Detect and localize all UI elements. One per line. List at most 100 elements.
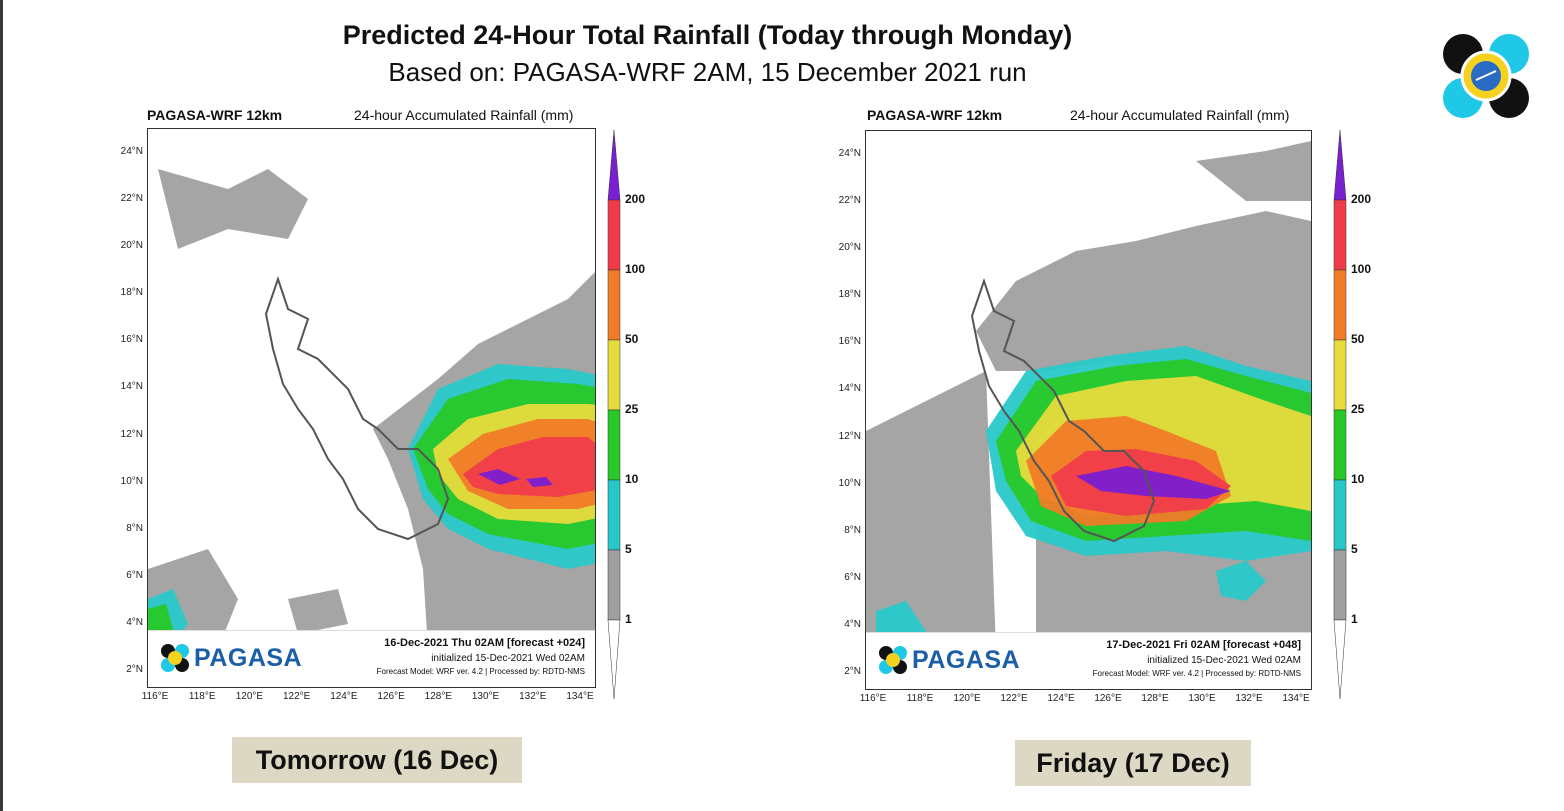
rainfall-colorbar [1333, 129, 1347, 705]
lat-tick-label: 12°N [120, 428, 143, 440]
colorbar-segment-r50-100 [1333, 269, 1347, 341]
lat-tick-label: 20°N [838, 242, 861, 254]
lon-tick-label: 134°E [566, 691, 594, 702]
forecast-map-panel-17-dec: PAGASA-WRF 12km 24-hour Accumulated Rainf… [820, 100, 1371, 720]
lat-tick-label: 6°N [844, 571, 861, 583]
lon-tick-label: 116°E [859, 693, 887, 704]
colorbar-segment-r1-5 [607, 549, 621, 621]
colorbar-segment-r100-200 [607, 199, 621, 271]
rain-area-r1-5 [158, 169, 308, 249]
rain-area-r1-5 [866, 371, 996, 651]
colorbar-level-label: 25 [1351, 402, 1365, 416]
lon-tick-label: 130°E [471, 691, 500, 702]
colorbar-level-label: 200 [1351, 192, 1372, 206]
forecast-valid-time: 16-Dec-2021 Thu 02AM [forecast +024] [384, 637, 585, 649]
init-time: initialized 15-Dec-2021 Wed 02AM [431, 653, 585, 664]
map-info-box: PAGASA 16-Dec-2021 Thu 02AM [forecast +02… [148, 630, 595, 687]
lat-tick-label: 2°N [126, 664, 143, 675]
lon-tick-label: 124°E [1047, 693, 1075, 704]
pagasa-mark-icon [161, 644, 189, 672]
lon-tick-label: 126°E [1094, 693, 1122, 704]
colorbar-under-triangle [1333, 619, 1347, 700]
lat-tick-label: 16°N [120, 334, 143, 346]
colorbar-under-triangle [607, 619, 621, 700]
colorbar-level-label: 100 [625, 262, 646, 276]
lon-tick-label: 126°E [377, 691, 405, 702]
colorbar-level-label: 10 [1351, 472, 1365, 486]
colorbar-segment-r10-25 [607, 409, 621, 481]
colorbar-segment-r5-10 [1333, 479, 1347, 551]
forecast-valid-time: 17-Dec-2021 Fri 02AM [forecast +048] [1106, 639, 1301, 651]
lat-tick-label: 10°N [838, 477, 861, 489]
pagasa-seal-logo [1440, 33, 1532, 119]
colorbar-segment-r25-50 [1333, 339, 1347, 411]
lat-tick-label: 2°N [844, 666, 861, 677]
rain-area-r1-5 [288, 589, 348, 634]
caption-tomorrow: Tomorrow (16 Dec) [232, 737, 522, 783]
colorbar-level-label: 200 [625, 192, 646, 206]
lon-tick-label: 134°E [1282, 693, 1310, 704]
lon-tick-label: 120°E [953, 693, 981, 704]
lat-tick-label: 4°N [844, 618, 861, 630]
lat-tick-label: 4°N [126, 616, 143, 628]
lat-tick-label: 20°N [120, 240, 143, 252]
units-label: 24-hour Accumulated Rainfall (mm) [354, 107, 574, 123]
colorbar-level-label: 1 [625, 612, 632, 626]
lon-tick-label: 128°E [1141, 693, 1169, 704]
model-info: Forecast Model: WRF ver. 4.2 | Processed… [376, 667, 585, 676]
coastline-philippines [264, 275, 450, 541]
rainfall-colorbar [607, 129, 621, 705]
page-subtitle: Based on: PAGASA-WRF 2AM, 15 December 20… [388, 57, 1027, 87]
colorbar-level-label: 50 [625, 332, 639, 346]
lat-tick-label: 22°N [838, 195, 861, 207]
lat-tick-label: 16°N [838, 336, 861, 348]
lon-tick-label: 124°E [330, 691, 358, 702]
units-label: 24-hour Accumulated Rainfall (mm) [1070, 107, 1290, 123]
colorbar-over-triangle [1333, 129, 1347, 201]
lat-tick-label: 6°N [126, 569, 143, 581]
colorbar-level-label: 50 [1351, 332, 1365, 346]
lon-tick-label: 118°E [188, 691, 216, 702]
pagasa-mark-icon [879, 646, 907, 674]
lon-tick-label: 118°E [906, 693, 934, 704]
pagasa-brand: PAGASA [878, 643, 1020, 677]
pagasa-brand-text: PAGASA [912, 645, 1021, 674]
lat-tick-label: 18°N [838, 289, 861, 301]
colorbar-level-label: 1 [1351, 612, 1358, 626]
init-time: initialized 15-Dec-2021 Wed 02AM [1147, 655, 1301, 666]
caption-friday: Friday (17 Dec) [1015, 740, 1251, 786]
rain-area-r1-5 [1196, 141, 1311, 201]
page-title: Predicted 24-Hour Total Rainfall (Today … [342, 20, 1073, 50]
forecast-map-panel-16-dec: PAGASA-WRF 12km 24-hour Accumulated Rainf… [100, 100, 645, 720]
lat-tick-label: 8°N [126, 522, 143, 534]
lon-tick-label: 132°E [1235, 693, 1263, 704]
lat-tick-label: 18°N [120, 287, 143, 299]
lon-tick-label: 128°E [424, 691, 452, 702]
rain-area-over [526, 477, 553, 487]
pagasa-brand-text: PAGASA [194, 643, 303, 672]
lon-tick-label: 116°E [141, 691, 169, 702]
model-name-label: PAGASA-WRF 12km [147, 107, 283, 123]
colorbar-segment-r10-25 [1333, 409, 1347, 481]
colorbar-level-label: 5 [1351, 542, 1358, 556]
lat-tick-label: 22°N [120, 193, 143, 205]
colorbar-segment-r25-50 [607, 339, 621, 411]
window-left-border [0, 0, 3, 811]
lon-tick-label: 130°E [1188, 693, 1216, 704]
map-info-box: PAGASA 17-Dec-2021 Fri 02AM [forecast +04… [866, 632, 1311, 689]
lat-tick-label: 24°N [120, 146, 143, 157]
lon-tick-label: 122°E [282, 691, 311, 702]
lat-tick-label: 14°N [838, 383, 861, 395]
colorbar-segment-r5-10 [607, 479, 621, 551]
model-info: Forecast Model: WRF ver. 4.2 | Processed… [1092, 669, 1301, 678]
colorbar-level-label: 25 [625, 402, 639, 416]
rainfall-map: PAGASA 17-Dec-2021 Fri 02AM [forecast +04… [865, 130, 1312, 690]
colorbar-level-label: 100 [1351, 262, 1372, 276]
rain-area-r5-10 [1216, 561, 1266, 601]
pagasa-brand: PAGASA [160, 641, 302, 675]
colorbar-over-triangle [607, 129, 621, 201]
lon-tick-label: 120°E [235, 691, 264, 702]
rain-area-over [478, 469, 520, 485]
rainfall-map: PAGASA 16-Dec-2021 Thu 02AM [forecast +02… [147, 128, 596, 688]
lon-tick-label: 132°E [519, 691, 547, 702]
